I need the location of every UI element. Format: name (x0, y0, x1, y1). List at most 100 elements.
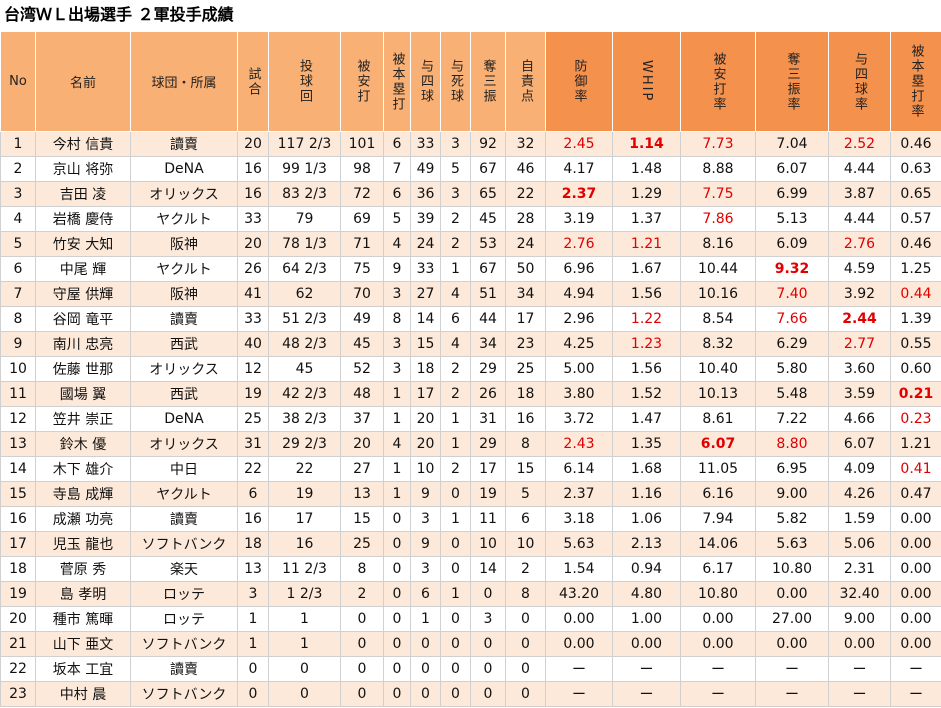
table-cell: 1 (440, 431, 471, 457)
table-cell: 19 (0, 581, 36, 607)
table-cell: 0.47 (890, 481, 941, 507)
table-cell: 守屋 供輝 (35, 281, 131, 307)
header-label: 被本塁打 (389, 51, 405, 112)
table-cell: 45 (470, 206, 506, 232)
table-cell: 2.44 (828, 306, 891, 332)
table-cell: 27 (410, 281, 441, 307)
table-cell: 1.37 (612, 206, 681, 232)
table-cell: 4 (440, 281, 471, 307)
table-cell: 0 (340, 631, 384, 657)
table-cell: 0.65 (890, 181, 941, 207)
table-cell: 20 (410, 431, 441, 457)
table-row: 7 守屋 供輝 阪神 41 62 70 3 27 4 51 34 4.94 1.56 10.16 7.40 3… (0, 281, 941, 307)
table-cell: 17 (470, 456, 506, 482)
table-cell: 2.96 (545, 306, 613, 332)
table-cell: 8.88 (680, 156, 756, 182)
table-cell: 3 (410, 506, 441, 532)
table-cell: 0 (410, 681, 441, 707)
table-cell: 16 (237, 181, 269, 207)
header-label: 名前 (69, 76, 96, 91)
table-cell: 19 (470, 481, 506, 507)
table-cell: 1.56 (612, 356, 681, 382)
table-cell: 0.57 (890, 206, 941, 232)
table-cell: 16 (237, 156, 269, 182)
table-cell: 32 (505, 131, 546, 157)
table-cell: 7 (383, 156, 411, 182)
table-cell: 6.14 (545, 456, 613, 482)
table-cell: 0 (440, 531, 471, 557)
table-cell: 22 (505, 181, 546, 207)
table-cell: 0 (410, 656, 441, 682)
table-cell: 1 (440, 406, 471, 432)
table-cell: ロッテ (130, 606, 238, 632)
table-row: 14 木下 雄介 中日 22 22 27 1 10 2 17 15 6.14 1.68 11.05 6.95… (0, 456, 941, 482)
table-cell: 0 (505, 681, 546, 707)
table-cell: 10.13 (680, 381, 756, 407)
table-cell: 6 (440, 306, 471, 332)
header-cell: 与四球率 (828, 31, 891, 132)
table-cell: 0 (440, 481, 471, 507)
table-cell: 9.00 (755, 481, 829, 507)
table-cell: 7.22 (755, 406, 829, 432)
table-row: 13 鈴木 優オリックス 31 29 2/3 20 4 20 1 29 8 2.43 1.35 6.07… (0, 431, 941, 457)
table-cell: 1.21 (612, 231, 681, 257)
header-cell: 被本塁打率 (890, 31, 941, 132)
table-cell: 3.59 (828, 381, 891, 407)
header-cell: 球団・所属 (130, 31, 238, 132)
table-cell: 20 (340, 431, 384, 457)
table-cell: 0 (237, 656, 269, 682)
table-row: 23 中村 晨ソフトバンク 0 0 0 0 0 0 0 0 ーーーーーー (0, 681, 941, 707)
table-cell: 0.00 (680, 606, 756, 632)
table-cell: 1.21 (890, 431, 941, 457)
table-cell: 3 (440, 131, 471, 157)
table-cell: 10.80 (680, 581, 756, 607)
table-cell: 9 (383, 256, 411, 282)
table-cell: 14.06 (680, 531, 756, 557)
table-cell: ー (680, 656, 756, 682)
table-cell: 1.56 (612, 281, 681, 307)
table-cell: 3 (383, 356, 411, 382)
header-label: 奪三振率 (784, 51, 800, 112)
table-cell: 中尾 輝 (35, 256, 131, 282)
table-cell: 1 (383, 481, 411, 507)
table-cell: 2 (440, 381, 471, 407)
header-label: 球団・所属 (151, 76, 217, 91)
table-cell: 笠井 崇正 (35, 406, 131, 432)
table-cell: 13 (237, 556, 269, 582)
table-cell: 中日 (130, 456, 238, 482)
table-cell: ー (680, 681, 756, 707)
table-cell: 成瀬 功亮 (35, 506, 131, 532)
table-cell: 7.66 (755, 306, 829, 332)
table-cell: 22 (0, 656, 36, 682)
table-cell: 國場 翼 (35, 381, 131, 407)
table-cell: 1 (383, 406, 411, 432)
table-cell: 3 (0, 181, 36, 207)
table-cell: 7.04 (755, 131, 829, 157)
table-cell: 3.72 (545, 406, 613, 432)
table-cell: 0 (383, 531, 411, 557)
table-cell: 島 孝明 (35, 581, 131, 607)
table-cell: 0.60 (890, 356, 941, 382)
table-cell: 0 (383, 606, 411, 632)
table-cell: 6.09 (755, 231, 829, 257)
table-cell: ー (612, 681, 681, 707)
table-cell: 37 (340, 406, 384, 432)
table-cell: 46 (505, 156, 546, 182)
table-cell: 15 (410, 331, 441, 357)
table-cell: 5.63 (545, 531, 613, 557)
table-cell: 2.43 (545, 431, 613, 457)
table-cell: 京山 将弥 (35, 156, 131, 182)
table-cell: 2.76 (828, 231, 891, 257)
table-cell: 6.96 (545, 256, 613, 282)
table-cell: 0 (440, 631, 471, 657)
header-cell: WHIP (612, 31, 681, 132)
table-cell: 49 (340, 306, 384, 332)
table-cell: ヤクルト (130, 206, 238, 232)
table-cell: 5.82 (755, 506, 829, 532)
table-cell: 34 (470, 331, 506, 357)
table-cell: 26 (237, 256, 269, 282)
table-cell: 18 (237, 531, 269, 557)
table-cell: 33 (410, 256, 441, 282)
table-cell: 岩橋 慶侍 (35, 206, 131, 232)
table-cell: 45 (268, 356, 341, 382)
